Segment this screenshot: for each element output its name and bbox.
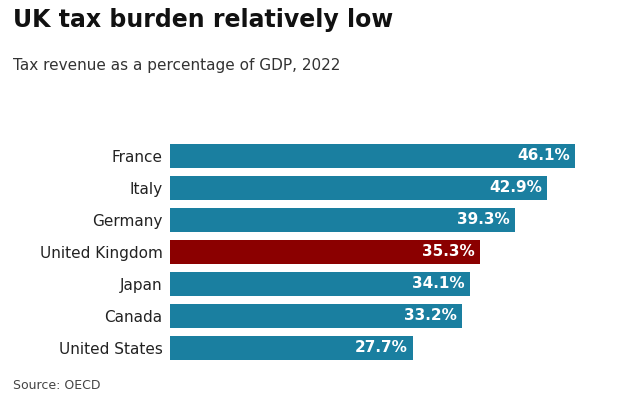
Text: B: B — [589, 377, 602, 390]
Text: 42.9%: 42.9% — [489, 180, 542, 196]
Text: UK tax burden relatively low: UK tax burden relatively low — [13, 8, 393, 32]
Text: Tax revenue as a percentage of GDP, 2022: Tax revenue as a percentage of GDP, 2022 — [13, 58, 340, 73]
Bar — [170, 240, 480, 264]
Text: 27.7%: 27.7% — [355, 340, 408, 356]
Text: 35.3%: 35.3% — [422, 244, 475, 260]
Bar — [170, 144, 575, 168]
Bar — [170, 176, 547, 200]
Text: B: B — [552, 377, 565, 390]
Text: 39.3%: 39.3% — [458, 212, 510, 228]
Bar — [170, 336, 413, 360]
Bar — [170, 304, 462, 328]
Text: 33.2%: 33.2% — [404, 308, 456, 324]
Bar — [170, 208, 515, 232]
Text: 34.1%: 34.1% — [412, 276, 465, 292]
Text: C: C — [627, 377, 639, 390]
Bar — [170, 272, 470, 296]
Text: Source: OECD: Source: OECD — [13, 379, 100, 392]
Text: 46.1%: 46.1% — [517, 148, 570, 164]
